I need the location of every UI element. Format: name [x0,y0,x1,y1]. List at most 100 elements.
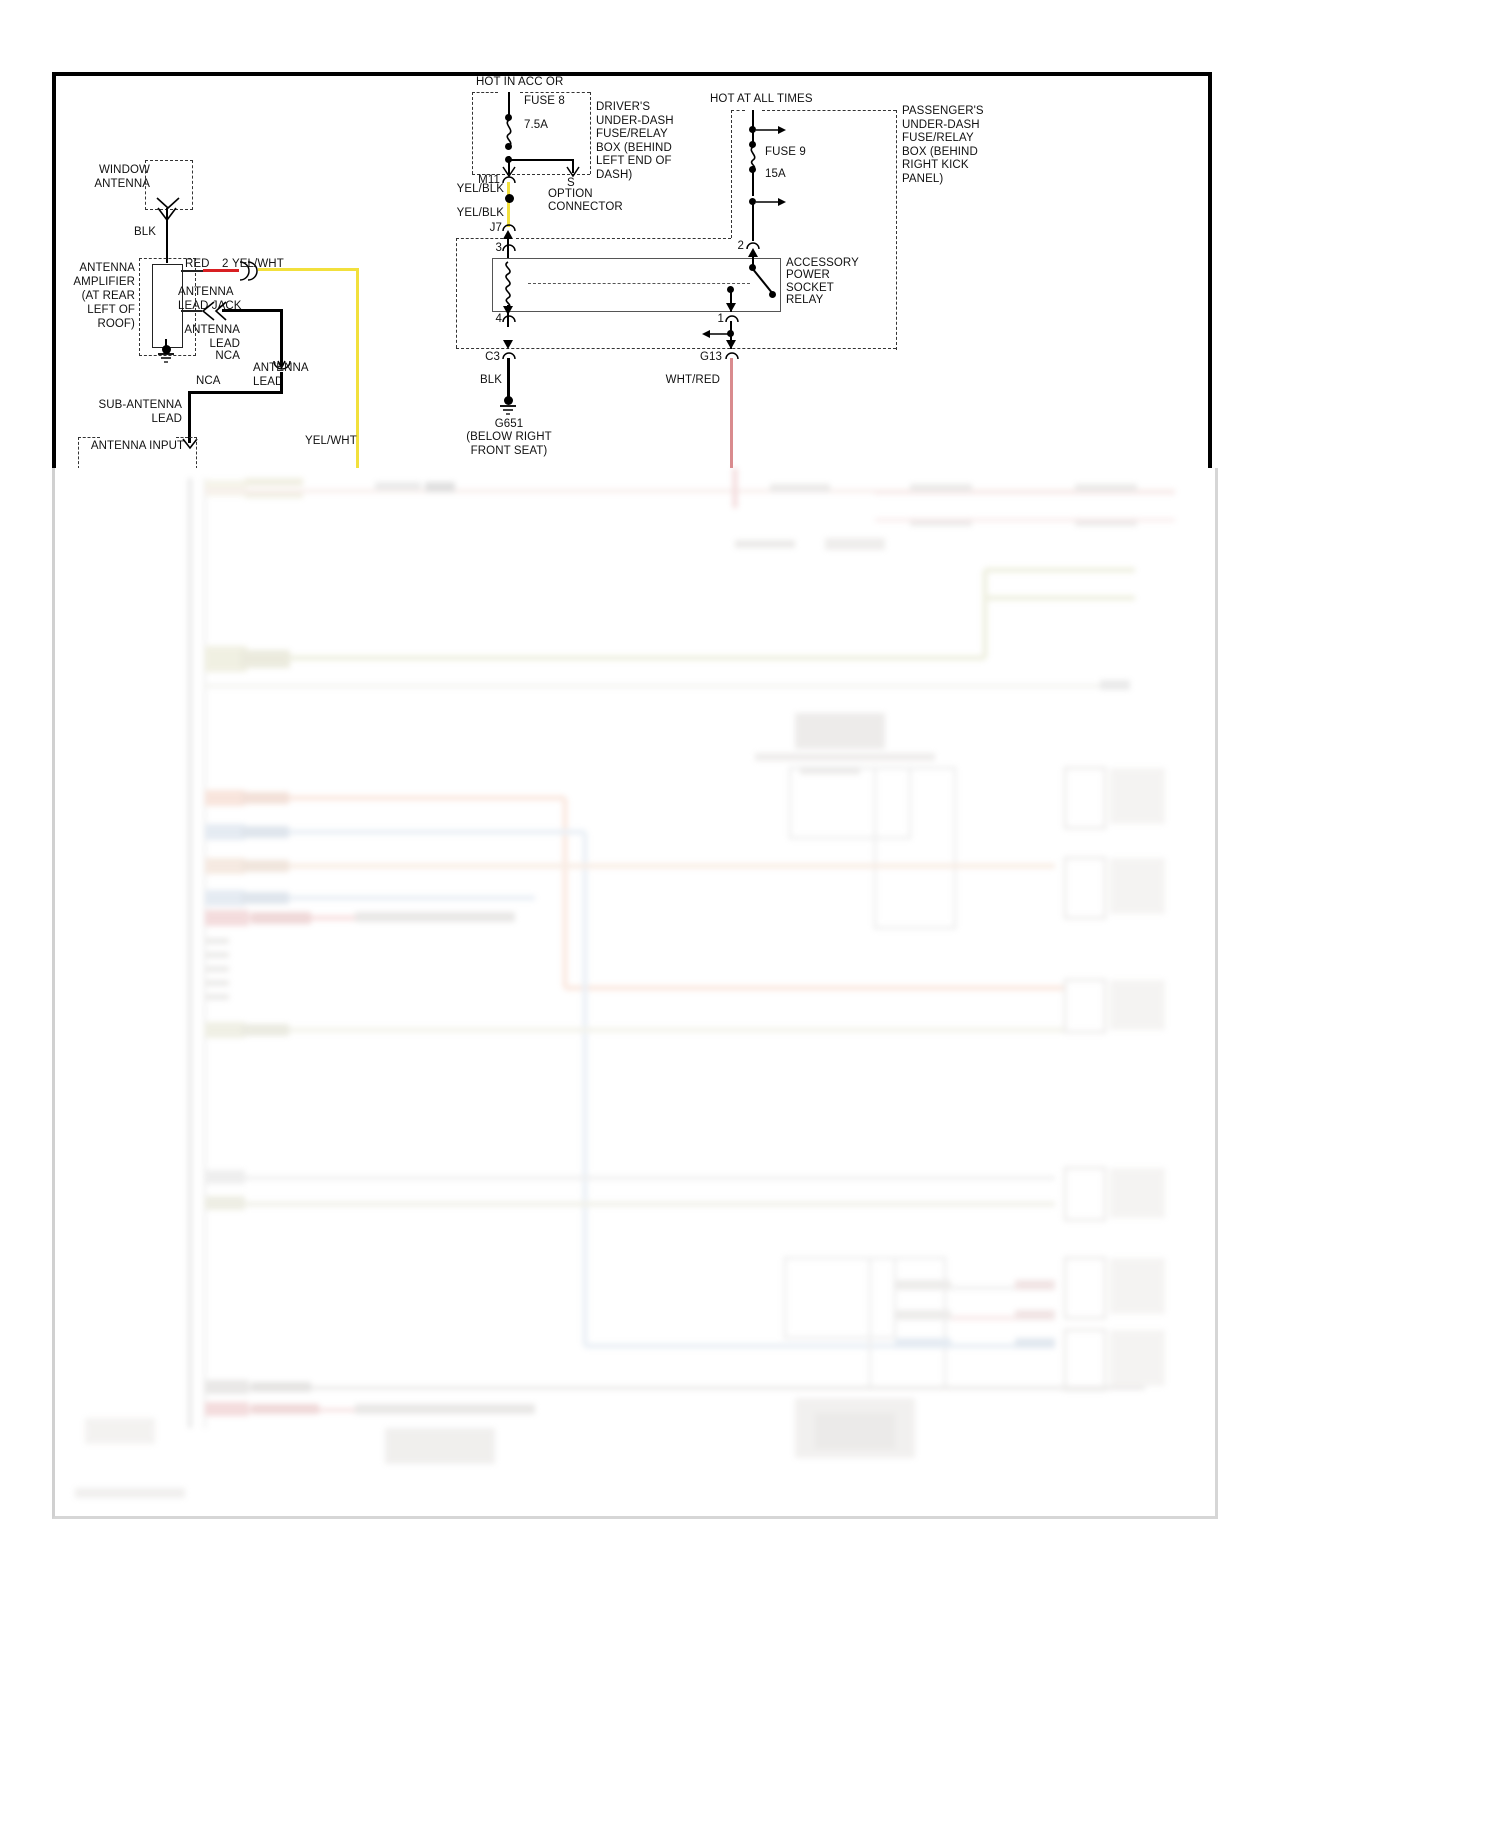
m11-arrow-icon [502,166,516,178]
bus-arrow-right-1-icon [756,126,786,134]
antenna-lead-label-1: ANTENNA LEAD [184,324,240,350]
pin1-branch-arrow-icon [702,330,730,338]
hot-at-all-times-label: HOT AT ALL TIMES [710,93,813,105]
relay-pin-3-label: 3 [495,242,502,254]
relay-pin-1-label: 1 [717,313,724,325]
wire-relay-pin1-out [730,290,732,312]
wire-branch-to-option [508,159,574,161]
yel-wht-label: YEL/WHT [232,258,284,270]
amp-lower-pin-stub [181,310,202,312]
yel-blk-label-1: YEL/BLK [456,183,504,195]
ground-location-label: (BELOW RIGHT FRONT SEAT) [466,431,552,457]
relay-pin2-arrow-icon [748,248,758,257]
relay-internal-link [528,283,750,284]
sub-antenna-lead-label: SUB-ANTENNA LEAD [98,399,182,425]
relay-label: ACCESSORY POWER SOCKET RELAY [786,257,859,307]
wire-antenna-lead-v1 [280,309,283,367]
connector-c3-label: C3 [485,351,500,363]
j7-connector-icon [502,224,516,232]
fuse8-top-node [505,114,512,121]
nca-label-1: NCA [215,350,240,362]
fuse-9-label: FUSE 9 [765,146,806,158]
drivers-box-top-b [520,92,590,93]
drivers-box-right-upper [590,92,591,174]
pass-box-inner-top-a [456,238,508,239]
pass-box-bottom [456,348,896,349]
g13-arrow-icon [726,340,736,349]
antenna-lead-arrow-icon [157,207,177,222]
relay-pin3-connector-icon [502,244,516,252]
pass-box-top-b [762,110,896,111]
wire-red-antenna [203,269,239,272]
ground-id-label: G651 [494,418,524,430]
antenna-input-label: ANTENNA INPUT [90,440,185,452]
c3-arrow-icon [503,340,513,349]
fuse9-top-node [749,141,756,148]
connector-g13-label: G13 [699,351,722,363]
option-connector-pin-s: S [567,177,575,189]
window-antenna-label: WINDOW ANTENNA [94,164,150,190]
antenna-lead-jack-connector-icon [239,261,258,281]
lower-diagram-sheet [52,468,1218,1519]
drivers-fusebox-label: DRIVER'S UNDER-DASH FUSE/RELAY BOX (BEHI… [596,101,674,181]
lower-diagram-faded-content [55,468,1215,1516]
relay-pin3-arrow-icon [503,230,513,239]
hot-in-acc-label: HOT IN ACC OR [476,76,564,88]
yel-blk-splice-node [505,194,514,203]
blk-wire-label: BLK [133,226,156,238]
pass-box-top-a [731,110,745,111]
window-antenna-box [145,160,193,210]
antenna-input-box-top-a [78,437,100,438]
drivers-box-left [472,92,473,174]
relay-pin-4-label: 4 [495,313,502,325]
wire-hot-acc-feed [508,92,510,118]
g13-connector-icon [725,352,739,360]
sheet-border-left [52,72,56,468]
wire-fuse8-out [508,156,510,174]
connector-m11-label: M11 [478,174,500,186]
wire-relay-contact-in [752,250,754,266]
bus-arrow-right-2-icon [756,198,786,206]
option-connector-arrow-icon [566,166,580,178]
pass-box-left [456,238,457,348]
antenna-lead-label-2: ANTENNA LEAD [253,362,309,388]
passengers-fusebox-label: PASSENGER'S UNDER-DASH FUSE/RELAY BOX (B… [902,105,984,185]
wire-antenna-lead-v2 [280,372,283,394]
red-wire-label: RED [185,258,210,270]
relay-contact-no [769,291,776,298]
blk-ground-label: BLK [479,374,502,386]
antenna-input-box-top-b [176,437,197,438]
wire-yel-wht-down [356,268,359,468]
wire-yel-blk-1 [507,182,510,227]
relay-pin1-connector-icon [725,315,739,323]
antenna-input-box-left [78,437,79,469]
sub-antenna-arrow-icon [182,438,198,450]
wire-hot-bus-top [752,110,754,130]
wire-nca-h [188,391,283,394]
relay-coil-icon [505,261,511,309]
relay-pin4-arrow-icon [503,306,513,315]
relay-pin1-arrow-icon [726,303,736,312]
pin1-branch-node [727,330,734,337]
option-connector-label: OPTION CONNECTOR [548,188,623,213]
wire-fuse9-out [752,166,754,196]
amp-pin-stub [181,270,203,272]
antenna-input-box-right [196,437,197,469]
ground-symbol-g651-icon [500,405,516,415]
relay-pin2-connector-icon [746,242,760,250]
relay-contact-pivot [749,264,756,271]
wht-red-label: WHT/RED [665,374,720,386]
fuse-8-symbol-icon [506,119,512,147]
antenna-lead-jack-arrow-icon [201,301,227,321]
fuse-9-rating: 15A [765,168,786,180]
amp-ground-node [162,345,171,354]
antenna-lead-splice-icon [273,360,291,370]
fuse-8-label: FUSE 8 [524,95,565,107]
nca-label-2: NCA [196,375,221,387]
c3-connector-icon [502,352,516,360]
sheet-border-right [1208,72,1212,468]
ground-node-g651 [504,396,513,405]
yel-wht-lower-label: YEL/WHT [305,435,357,447]
pass-box-right [896,110,897,350]
wire-wht-red [730,358,733,470]
